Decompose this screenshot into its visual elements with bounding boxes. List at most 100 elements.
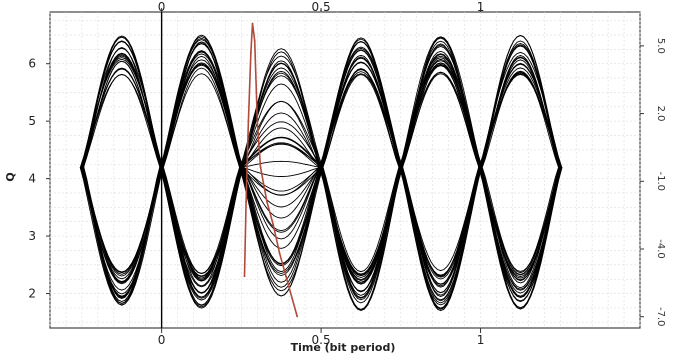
- eye-trace: [399, 166, 482, 310]
- overlay-point: [251, 22, 254, 25]
- y-tick-label: 4: [28, 172, 36, 186]
- overlay-point: [256, 120, 259, 123]
- eye-trace: [239, 100, 323, 168]
- y-tick-label: 2: [28, 287, 36, 301]
- eye-trace: [242, 166, 320, 196]
- overlay-point: [245, 200, 248, 203]
- x-tick-label: 1: [477, 333, 485, 347]
- eye-trace: [242, 166, 321, 232]
- x-axis-label: Time (bit period): [291, 341, 396, 354]
- y-tick-label: 3: [28, 229, 36, 243]
- overlay-point: [291, 298, 294, 301]
- eye-trace: [321, 54, 401, 168]
- x-tick-label: 0: [158, 333, 166, 347]
- x-tick-label: 0.5: [312, 333, 331, 347]
- eye-trace: [480, 34, 560, 168]
- eye-trace: [478, 166, 563, 281]
- overlay-point: [285, 275, 287, 278]
- eye-trace: [402, 43, 480, 168]
- eye-trace: [241, 70, 321, 168]
- eye-trace: [319, 166, 403, 311]
- eye-trace: [479, 72, 562, 168]
- eye-trace: [319, 166, 403, 280]
- eye-trace: [243, 160, 320, 168]
- eye-trace: [242, 166, 320, 219]
- eye-trace: [241, 166, 321, 208]
- eye-trace: [162, 166, 241, 298]
- eye-trace: [241, 166, 321, 233]
- overlay-point: [253, 39, 256, 42]
- eye-trace: [241, 166, 321, 192]
- eye-trace: [83, 166, 161, 298]
- overlay-point: [272, 223, 275, 226]
- eye-traces: [79, 34, 563, 312]
- overlay-point: [243, 275, 246, 278]
- eye-trace: [320, 166, 402, 275]
- eye-trace: [162, 34, 241, 168]
- eye-trace: [399, 44, 482, 168]
- eye-trace: [83, 47, 161, 168]
- eye-trace: [321, 166, 401, 311]
- eye-trace: [160, 37, 243, 168]
- eye-trace: [240, 166, 322, 288]
- eye-trace: [400, 65, 481, 168]
- y-tick-label: 6: [28, 57, 36, 71]
- overlay-point: [296, 315, 299, 318]
- eye-trace: [160, 166, 243, 306]
- eye-trace: [81, 166, 162, 306]
- eye-trace: [242, 51, 321, 168]
- overlay-point: [250, 51, 252, 54]
- eye-trace: [479, 67, 562, 168]
- eye-trace: [240, 166, 322, 297]
- y-axis-label: Q: [4, 172, 17, 181]
- eye-trace: [479, 166, 562, 309]
- eye-trace: [401, 166, 481, 272]
- eye-trace: [402, 64, 480, 168]
- eye-trace: [239, 121, 324, 168]
- plot-border: [49, 11, 641, 329]
- eye-trace: [162, 166, 241, 274]
- eye-trace: [240, 137, 322, 168]
- eye-trace: [480, 166, 561, 275]
- eye-trace: [239, 55, 323, 168]
- y-tick-label: 5: [28, 114, 36, 128]
- plot-area: [49, 11, 641, 329]
- eye-trace: [160, 166, 243, 277]
- eye-trace: [321, 38, 401, 168]
- eye-trace: [162, 73, 241, 168]
- eye-trace: [81, 52, 163, 168]
- eye-trace: [322, 166, 400, 273]
- eye-trace: [322, 166, 400, 299]
- eye-trace: [322, 74, 400, 168]
- eye-trace: [322, 71, 400, 168]
- eye-trace: [322, 37, 400, 168]
- eye-trace: [82, 36, 162, 168]
- eye-trace: [400, 166, 482, 276]
- eye-trace: [82, 73, 161, 168]
- eye-trace: [242, 127, 321, 168]
- eye-trace: [321, 166, 401, 301]
- eye-trace: [241, 112, 322, 168]
- eye-trace: [478, 166, 563, 310]
- eye-trace: [481, 166, 560, 289]
- eye-trace: [240, 166, 322, 249]
- eye-trace: [239, 166, 324, 267]
- x-top-tick-label: 0.5: [312, 0, 331, 14]
- eye-trace: [159, 36, 243, 168]
- eye-trace: [481, 166, 560, 274]
- eye-trace: [242, 166, 321, 240]
- eye-trace: [320, 69, 402, 168]
- eye-trace: [239, 136, 324, 168]
- x-top-tick-label: 0: [158, 0, 166, 14]
- x-top-tick-label: 1: [477, 0, 485, 14]
- eye-trace: [401, 36, 480, 168]
- eye-trace: [80, 166, 163, 304]
- overlay-series: [243, 22, 299, 318]
- overlay-line: [243, 23, 298, 317]
- eye-trace: [401, 166, 480, 297]
- overlay-point: [259, 166, 262, 169]
- y2-tick-label: -1.0: [655, 172, 666, 192]
- axis-ticks: 2 3 4 5 6 5.0 2.0 -1.0 -4.0 -7.0 0 0.5 1 0 0.5 1: [28, 0, 666, 347]
- overlay-point: [278, 252, 281, 255]
